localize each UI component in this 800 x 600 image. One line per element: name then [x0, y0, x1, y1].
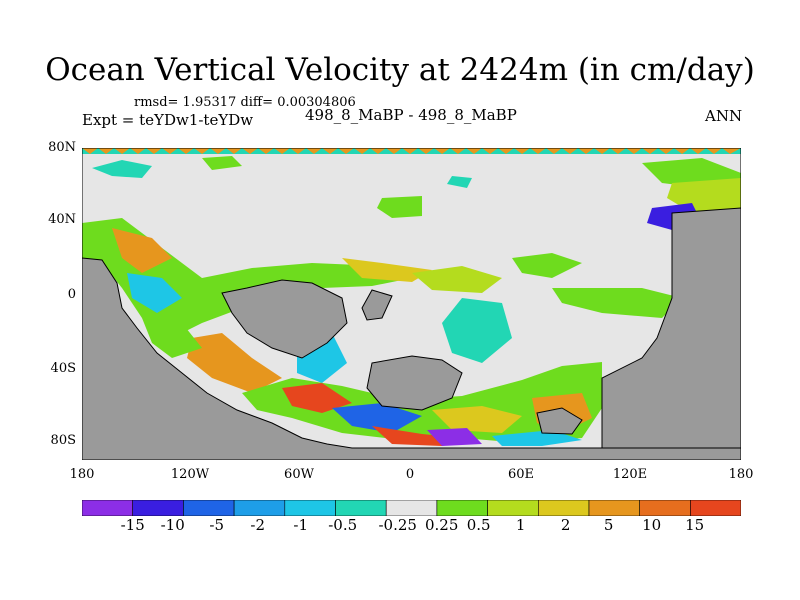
- experiment-line: Expt = teYDw1-teYDw: [82, 111, 254, 129]
- colorbar-label: 0.25: [424, 516, 459, 534]
- land-africa-west: [361, 289, 393, 321]
- colorbar-label: 2: [560, 516, 571, 534]
- lat-label-0: 0: [67, 287, 76, 302]
- colorbar-swatch-8: [436, 500, 488, 516]
- ocean-patch: [332, 403, 422, 433]
- land-south-america: [221, 279, 348, 359]
- colorbar-swatch-10: [537, 500, 590, 516]
- runs-line: 498_8_MaBP - 498_8_MaBP: [305, 106, 517, 124]
- ocean-patch: [432, 406, 522, 433]
- ocean-patch: [282, 383, 352, 413]
- lat-label-40n: 40N: [48, 212, 76, 227]
- map-title: Ocean Vertical Velocity at 2424m (in cm/…: [45, 52, 755, 88]
- lat-label-80n: 80N: [48, 140, 76, 155]
- lon-label-60w: 60W: [284, 467, 314, 482]
- colorbar-swatch-4: [233, 500, 286, 516]
- colorbar-swatch-11: [588, 500, 641, 516]
- colorbar-swatch-1: [82, 500, 134, 516]
- lon-label-120w: 120W: [170, 467, 210, 482]
- lon-label-0: 0: [405, 467, 415, 482]
- colorbar-label: 15: [685, 516, 705, 534]
- ocean-patch: [92, 160, 152, 178]
- colorbar-label: 10: [642, 516, 662, 534]
- colorbar-swatch-2: [132, 500, 184, 516]
- land-east: [601, 207, 741, 449]
- colorbar-swatch-13: [690, 500, 741, 516]
- colorbar-label: -0.5: [328, 516, 358, 534]
- land-island: [536, 407, 583, 435]
- colorbar-label: 5: [603, 516, 614, 534]
- colorbar-label: -2: [250, 516, 265, 534]
- lon-label-60e: 60E: [507, 467, 535, 482]
- colorbar-swatch-3: [183, 500, 235, 516]
- colorbar-swatch-12: [639, 500, 691, 516]
- ocean-patch: [377, 196, 422, 218]
- ocean-patch: [442, 298, 512, 363]
- ocean-patch: [202, 156, 242, 170]
- land-southwest: [82, 257, 741, 460]
- season-label: ANN: [705, 107, 743, 125]
- ocean-patch: [112, 228, 172, 273]
- colorbar-label: 0.5: [466, 516, 491, 534]
- colorbar-label: -1: [293, 516, 308, 534]
- colorbar: [82, 500, 741, 516]
- colorbar-label: -10: [160, 516, 185, 534]
- lat-label-40s: 40S: [50, 361, 76, 376]
- colorbar-swatch-7: [385, 500, 438, 516]
- colorbar-label: -0.25: [378, 516, 417, 534]
- ocean-patch: [142, 318, 202, 358]
- lon-label-180e: 180: [728, 467, 754, 482]
- lon-label-120e: 120E: [612, 467, 648, 482]
- colorbar-swatch-6: [335, 500, 387, 516]
- colorbar-label: 1: [515, 516, 526, 534]
- lon-label-180w: 180: [69, 467, 95, 482]
- ocean-velocity-map: [82, 148, 741, 460]
- colorbar-label: -5: [209, 516, 224, 534]
- colorbar-label: -15: [120, 516, 145, 534]
- arctic-sawtooth: [82, 148, 741, 154]
- land-africa-south: [366, 355, 463, 411]
- ocean-patch: [512, 253, 582, 278]
- colorbar-swatch-5: [284, 500, 336, 516]
- stats-line: rmsd= 1.95317 diff= 0.00304806: [134, 95, 356, 110]
- ocean-patch: [127, 273, 182, 313]
- ocean-patch: [412, 266, 502, 293]
- ocean-patch: [552, 288, 682, 318]
- ocean-patch: [187, 333, 282, 393]
- ocean-patch: [342, 258, 432, 282]
- ocean-patch: [447, 176, 472, 188]
- lat-label-80s: 80S: [50, 433, 76, 448]
- colorbar-swatch-9: [487, 500, 539, 516]
- ocean-patch: [427, 428, 482, 446]
